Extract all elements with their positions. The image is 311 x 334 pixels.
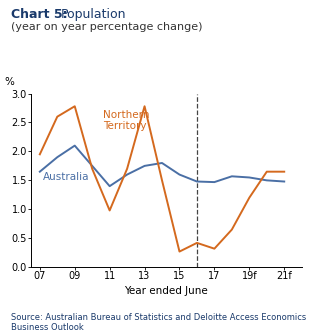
Text: (year on year percentage change): (year on year percentage change) bbox=[11, 22, 202, 32]
Text: Australia: Australia bbox=[43, 172, 90, 182]
Text: Northern
Territory: Northern Territory bbox=[103, 110, 149, 131]
Text: Chart 5:: Chart 5: bbox=[11, 8, 67, 21]
Text: %: % bbox=[4, 76, 14, 87]
Text: Source: Australian Bureau of Statistics and Deloitte Access Economics
Business O: Source: Australian Bureau of Statistics … bbox=[11, 313, 306, 332]
Text: Population: Population bbox=[61, 8, 126, 21]
X-axis label: Year ended June: Year ended June bbox=[124, 286, 208, 296]
